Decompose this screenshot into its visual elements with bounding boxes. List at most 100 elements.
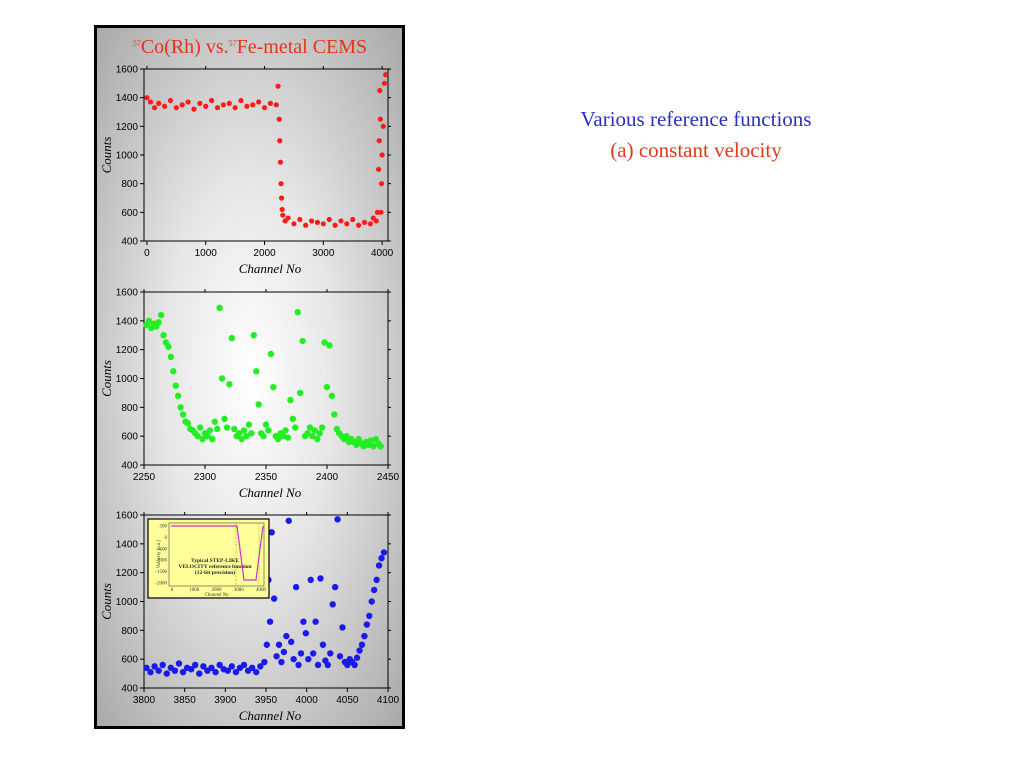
caption: Various reference functions (a) constant… [540,104,852,166]
data-point [212,668,219,676]
inset-y-tick-label: -1000 [155,559,167,564]
data-point [306,424,314,431]
data-point [243,432,250,440]
x-tick-label: 1000 [195,248,218,259]
data-point [260,432,267,440]
data-point [267,350,275,358]
data-point [375,166,382,172]
data-point [311,427,318,434]
y-tick-label: 600 [121,655,138,666]
inset-title-line-1: Typical STEP-LIKE [191,558,239,564]
data-point [370,443,377,450]
data-point [329,601,336,608]
data-point [361,632,368,640]
x-axis-title: Channel No [239,485,302,500]
data-point [334,516,341,523]
data-point [171,667,179,674]
data-point [326,216,332,223]
data-point [331,411,338,418]
inset-y-tick-label: -1500 [155,570,167,575]
data-point [156,100,162,106]
data-point [308,218,315,224]
data-point [270,383,277,391]
y-tick-label: 1400 [116,316,139,327]
data-point [378,555,385,562]
data-point [226,381,233,388]
data-point [312,618,319,625]
data-point [323,383,331,391]
data-point [302,630,310,637]
y-tick-label: 1200 [116,568,139,579]
data-point [278,195,285,201]
data-point [228,334,236,342]
data-point [238,97,244,104]
inset-x-tick-label: 4000 [256,588,267,593]
data-point [196,670,203,677]
data-point [170,368,177,375]
data-point [358,641,366,648]
data-point [159,661,166,669]
data-point [377,443,384,450]
data-point [294,308,301,316]
data-point [304,430,311,437]
data-point [209,97,215,104]
y-tick-label: 1400 [116,539,139,550]
inset-title-line-2: VELOCITY reference function [178,564,251,570]
data-point [287,396,294,404]
data-point [175,660,183,667]
data-point [185,99,191,105]
data-point [300,618,307,625]
data-point [275,435,282,443]
data-point [283,632,290,640]
x-tick-label: 4100 [377,695,400,706]
inset-x-axis-title: Channel No [204,593,229,598]
x-tick-label: 4000 [371,248,394,259]
data-point [282,427,289,434]
inset-y-tick-label: 0 [165,536,168,541]
data-point [379,152,385,158]
x-axis-title: Channel No [239,708,302,723]
inset-x-tick-label: 2000 [212,588,223,593]
data-point [328,392,336,399]
data-point [339,624,346,631]
y-tick-label: 400 [121,237,138,248]
data-point [216,304,223,312]
inset-x-tick-label: 3000 [234,588,245,593]
inset-y-tick-label: 500 [160,525,168,530]
data-point [380,123,386,129]
y-tick-label: 1200 [116,345,139,356]
inset-y-axis-title: Velocity [a.u.] [157,539,162,568]
y-tick-label: 1000 [116,597,139,608]
data-point [338,218,344,224]
y-tick-label: 400 [121,684,138,695]
chart-zoom-green: 2250 2300 2350 2400 2450 400 600 800 1000 1200 140… [99,288,400,501]
data-point [367,437,375,444]
inset-plot-frame [168,522,265,587]
data-point [262,421,270,428]
data-point [363,621,371,628]
figure-title: 57Co(Rh) vs.57Fe-metal CEMS [133,36,367,58]
data-point [366,612,373,620]
data-point [316,430,323,437]
inset-frame [147,518,270,599]
data-point [267,100,274,106]
data-point [238,435,245,443]
data-point [240,427,248,434]
data-point [232,105,238,111]
data-point [285,517,292,524]
x-tick-label: 4000 [296,695,319,706]
data-point [265,427,272,434]
y-tick-label: 1600 [116,288,139,299]
data-point [309,650,317,657]
data-point [356,222,362,228]
data-point [319,641,327,648]
inset-velocity-curve [171,525,264,581]
x-tick-label: 4050 [336,695,359,706]
data-point [367,221,373,227]
x-tick-label: 2450 [377,472,400,483]
data-point [160,332,167,339]
figure-panel [94,25,405,729]
data-point [167,97,174,104]
data-point [375,562,383,569]
data-point [331,583,339,591]
